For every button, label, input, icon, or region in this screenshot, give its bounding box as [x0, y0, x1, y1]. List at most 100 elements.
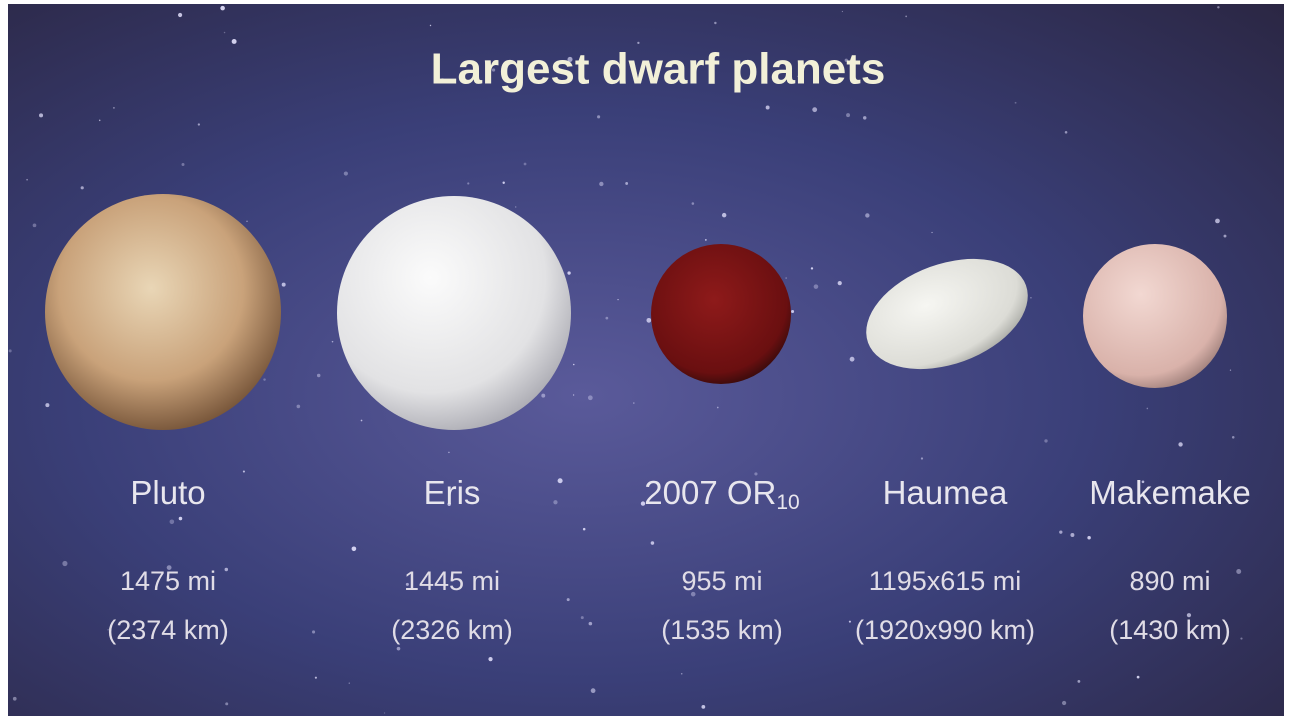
- planet-name-text: Haumea: [883, 474, 1008, 511]
- pluto-image: [45, 194, 281, 430]
- planet-name-text: Pluto: [130, 474, 205, 511]
- star: [651, 541, 655, 545]
- size-miles: 955 mi: [681, 566, 762, 596]
- size-miles: 1475 mi: [120, 566, 216, 596]
- star: [178, 13, 182, 17]
- star: [591, 688, 596, 693]
- star: [573, 394, 574, 395]
- star: [811, 267, 813, 269]
- star: [448, 452, 450, 454]
- star: [1070, 533, 1074, 537]
- star: [583, 528, 586, 531]
- star: [344, 171, 348, 175]
- star: [349, 683, 350, 684]
- star: [45, 403, 49, 407]
- page: Largest dwarf planets Pluto 1475 mi (2374 …: [0, 0, 1292, 723]
- star: [701, 705, 705, 709]
- star: [26, 179, 28, 181]
- star: [558, 478, 563, 483]
- star: [467, 182, 469, 184]
- star: [681, 673, 683, 675]
- star: [488, 657, 492, 661]
- star: [588, 395, 593, 400]
- size-km: (2326 km): [391, 615, 513, 645]
- planet-name-text: Makemake: [1089, 474, 1250, 511]
- star: [315, 677, 317, 679]
- planet-name: Pluto: [130, 474, 205, 511]
- star: [617, 299, 618, 300]
- star: [633, 402, 635, 404]
- star: [1232, 436, 1235, 439]
- star: [865, 213, 869, 217]
- star: [921, 457, 923, 459]
- star: [1030, 297, 1032, 299]
- star: [113, 107, 115, 109]
- size-miles: 1445 mi: [404, 566, 500, 596]
- star: [1044, 439, 1047, 442]
- star: [722, 213, 726, 217]
- star: [297, 405, 301, 409]
- star: [812, 107, 817, 112]
- star: [179, 517, 183, 521]
- star: [39, 113, 43, 117]
- star: [246, 221, 247, 222]
- star: [263, 378, 265, 380]
- star: [573, 364, 575, 366]
- star: [553, 500, 557, 504]
- star: [332, 341, 334, 343]
- star: [1240, 638, 1242, 640]
- star: [1215, 219, 1220, 224]
- star: [232, 39, 237, 44]
- planet-name: Haumea: [883, 474, 1008, 511]
- star: [1015, 102, 1017, 104]
- star: [849, 621, 851, 623]
- star: [599, 182, 603, 186]
- star: [13, 697, 17, 701]
- size-km: (1920x990 km): [855, 615, 1035, 645]
- star: [312, 630, 315, 633]
- star: [597, 115, 600, 118]
- infographic: Largest dwarf planets Pluto 1475 mi (2374 …: [0, 0, 1292, 723]
- star: [170, 519, 175, 524]
- star: [692, 202, 695, 205]
- eris-image: [337, 196, 571, 430]
- title: Largest dwarf planets: [431, 45, 886, 94]
- star: [1062, 701, 1066, 705]
- star: [1059, 531, 1062, 534]
- star: [842, 11, 843, 12]
- planet-name-text: Eris: [424, 474, 481, 511]
- star: [846, 113, 850, 117]
- star: [705, 239, 707, 241]
- star: [1065, 131, 1068, 134]
- star: [224, 32, 226, 34]
- planet-name-subscript: 10: [776, 491, 799, 514]
- star: [524, 163, 527, 166]
- planet-name-text: 2007 OR: [644, 474, 776, 511]
- star: [1147, 408, 1149, 410]
- star: [502, 182, 504, 184]
- star: [838, 281, 842, 285]
- star: [225, 568, 228, 571]
- star: [931, 232, 932, 233]
- star: [1087, 536, 1090, 539]
- size-km: (1535 km): [661, 615, 783, 645]
- star: [1230, 370, 1231, 371]
- planet-name: Makemake: [1089, 474, 1250, 511]
- star: [766, 106, 770, 110]
- star: [243, 470, 245, 472]
- star: [850, 357, 855, 362]
- star: [1217, 6, 1219, 8]
- size-km: (2374 km): [107, 615, 229, 645]
- star: [430, 25, 431, 26]
- star: [1236, 569, 1241, 574]
- star: [1077, 680, 1080, 683]
- star: [1178, 442, 1182, 446]
- star: [99, 120, 101, 122]
- star: [81, 186, 84, 189]
- star: [785, 277, 787, 279]
- star: [791, 310, 794, 313]
- star: [182, 163, 185, 166]
- star: [198, 123, 200, 125]
- size-miles: 1195x615 mi: [869, 566, 1022, 596]
- star: [1224, 235, 1227, 238]
